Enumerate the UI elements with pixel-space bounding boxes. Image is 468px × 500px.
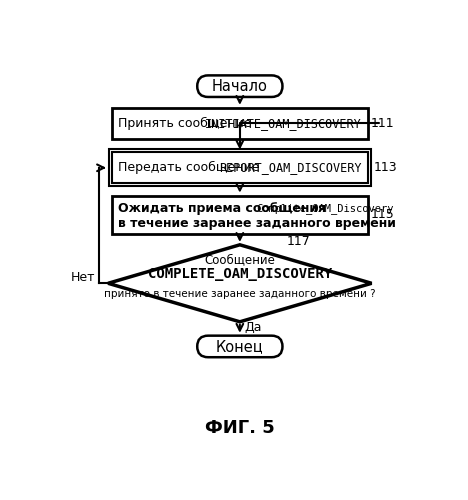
FancyBboxPatch shape — [197, 76, 283, 97]
Bar — [112, 196, 368, 234]
Text: REPORT_OAM_DISCOVERY: REPORT_OAM_DISCOVERY — [219, 162, 361, 174]
FancyBboxPatch shape — [197, 336, 283, 357]
Text: 115: 115 — [371, 208, 395, 222]
Text: 111: 111 — [371, 116, 395, 130]
Text: Передать сообщение: Передать сообщение — [118, 162, 260, 174]
Text: 113: 113 — [374, 162, 397, 174]
Bar — [109, 150, 371, 186]
Text: Да: Да — [244, 322, 262, 334]
Text: в течение заранее заданного времени: в течение заранее заданного времени — [118, 216, 396, 230]
Text: ФИГ. 5: ФИГ. 5 — [205, 419, 275, 437]
Text: Сообщение: Сообщение — [205, 254, 275, 266]
Text: Complite_OAM_Discovery: Complite_OAM_Discovery — [256, 203, 394, 213]
Bar — [112, 152, 368, 183]
Bar — [112, 108, 368, 138]
Text: принято в течение заранее заданного времени ?: принято в течение заранее заданного врем… — [104, 289, 376, 299]
Text: Принять сообщение: Принять сообщение — [118, 116, 252, 130]
Text: 117: 117 — [286, 235, 310, 248]
Text: COMPLETE_OAM_DISCOVERY: COMPLETE_OAM_DISCOVERY — [148, 267, 332, 281]
Text: Конец: Конец — [216, 339, 263, 354]
Text: Начало: Начало — [212, 78, 268, 94]
Text: Ожидать приема сообщения: Ожидать приема сообщения — [118, 202, 326, 214]
Polygon shape — [108, 245, 372, 322]
Text: INITIATE_OAM_DISCOVERY: INITIATE_OAM_DISCOVERY — [205, 116, 361, 130]
Text: Нет: Нет — [71, 270, 95, 283]
